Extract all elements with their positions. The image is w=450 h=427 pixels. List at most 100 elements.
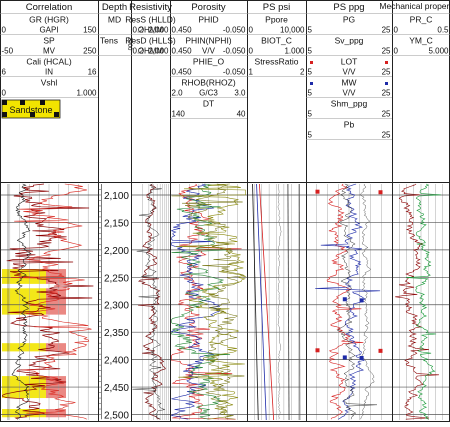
curve-unit: V/V [343, 89, 357, 98]
curve-min: 5 [308, 131, 313, 140]
curve-max: 150 [83, 26, 97, 35]
curve-name: Sv_ppg [335, 36, 364, 46]
curve-min: 5 [308, 89, 313, 98]
gr-curve [2, 183, 94, 420]
curve-min: 5 [308, 110, 313, 119]
curve-unit: OHMM [138, 26, 164, 35]
curve-unit: V/V [343, 68, 357, 77]
curve-name: RHOB(RHOZ) [181, 78, 235, 88]
curve-min: 0.450 [172, 26, 193, 35]
curve-max: 25 [382, 47, 391, 56]
curve-name: SP [43, 36, 55, 46]
phin-curve [171, 183, 242, 420]
lot-point [378, 190, 383, 195]
curve-min: 0 [394, 47, 399, 56]
curve-name: PG [343, 15, 355, 25]
curves-layer [2, 183, 441, 421]
curve-name: MD [108, 15, 121, 25]
depth-tick-label: 2,200 [104, 246, 129, 257]
curve-unit: G/C3 [199, 89, 218, 98]
track-title: Correlation [26, 2, 72, 13]
stressratio-curve [277, 183, 282, 420]
pb-curve [359, 183, 375, 420]
curve-max: 25 [382, 131, 391, 140]
curve-max: 1.000 [284, 47, 305, 56]
pressure-line [252, 183, 259, 421]
sandstone-pattern-mark [54, 112, 59, 117]
pg-curve [326, 183, 364, 420]
mw-point [342, 297, 347, 302]
curve-max: 1.000 [76, 89, 97, 98]
curve-min: 0.2 [133, 26, 145, 35]
curve-max: -0.050 [223, 26, 246, 35]
mw-point [359, 298, 364, 303]
curve-min: 0.2 [133, 47, 145, 56]
lot-point [378, 348, 383, 353]
lot-point [315, 348, 320, 353]
depth-tick-label: 2,150 [104, 218, 129, 229]
tens-curve [100, 184, 103, 420]
curve-min: 0 [2, 26, 7, 35]
curve-min: -50 [2, 47, 14, 56]
phie-curve [171, 183, 232, 420]
curve-min: 0 [2, 89, 7, 98]
sp-curve [10, 183, 92, 420]
depth-tick-label: 2,350 [104, 328, 129, 339]
shm-curve [336, 183, 378, 420]
track-title: Mechanical properties [379, 1, 450, 11]
curve-name: PHIE_O [193, 57, 225, 67]
curve-name: Vshl [41, 78, 58, 88]
curve-min: 0.450 [172, 68, 193, 77]
phid-curve [170, 183, 221, 420]
pressure-line [287, 183, 290, 421]
sandstone-swatch [1, 99, 61, 119]
legend-marker [385, 61, 388, 64]
curve-max: 2,000 [148, 47, 169, 56]
curve-max: 3.0 [234, 89, 246, 98]
sandstone-pattern-mark [40, 100, 45, 105]
sandstone-label: Sandstone [9, 105, 52, 115]
sandstone-fill-edge [46, 288, 66, 315]
curve-name: LOT [341, 57, 358, 67]
curve-min: 5 [308, 26, 313, 35]
sandstone-pattern-mark [30, 112, 35, 117]
curve-name: MW [341, 78, 356, 88]
legend-marker [310, 61, 313, 64]
curve-name: DT [203, 99, 214, 109]
curve-name: GR (HGR) [29, 15, 69, 25]
cali-curve [11, 183, 32, 420]
lot-point [315, 189, 320, 194]
curve-name: BIOT_C [261, 36, 292, 46]
curve-max: 5.000 [428, 47, 449, 56]
sandstone-fill [2, 409, 46, 418]
depth-tick-label: 2,250 [104, 273, 129, 284]
mw-point [342, 355, 347, 360]
depth-tick-label: 2,100 [104, 191, 129, 202]
dt-curve [171, 183, 247, 420]
curve-max: 2 [300, 68, 305, 77]
pressure-line [256, 183, 267, 421]
pressure-line [298, 183, 301, 421]
res-shallow-curve [137, 183, 166, 420]
curve-name: StressRatio [255, 57, 299, 67]
curve-min: 2.0 [172, 89, 184, 98]
sandstone-fill-edge [46, 409, 66, 418]
curve-unit: MV [43, 47, 56, 56]
curve-max: 2000 [126, 37, 132, 51]
curve-max: 40 [237, 110, 246, 119]
sandstone-pattern-mark [20, 100, 25, 105]
sandstone-pattern-mark [2, 100, 7, 105]
curve-max: 25 [382, 110, 391, 119]
depth-tick-label: 2,500 [104, 411, 129, 422]
track-title: Resistivity [129, 2, 172, 13]
ym-curve [405, 183, 441, 420]
curve-unit: V/V [202, 47, 216, 56]
depth-tick-label: 2,400 [104, 356, 129, 367]
curve-name: Pb [344, 120, 355, 130]
curve-max: -0.050 [223, 47, 246, 56]
curve-name: Shm_ppg [331, 99, 368, 109]
curve-name: YM_C [409, 36, 433, 46]
